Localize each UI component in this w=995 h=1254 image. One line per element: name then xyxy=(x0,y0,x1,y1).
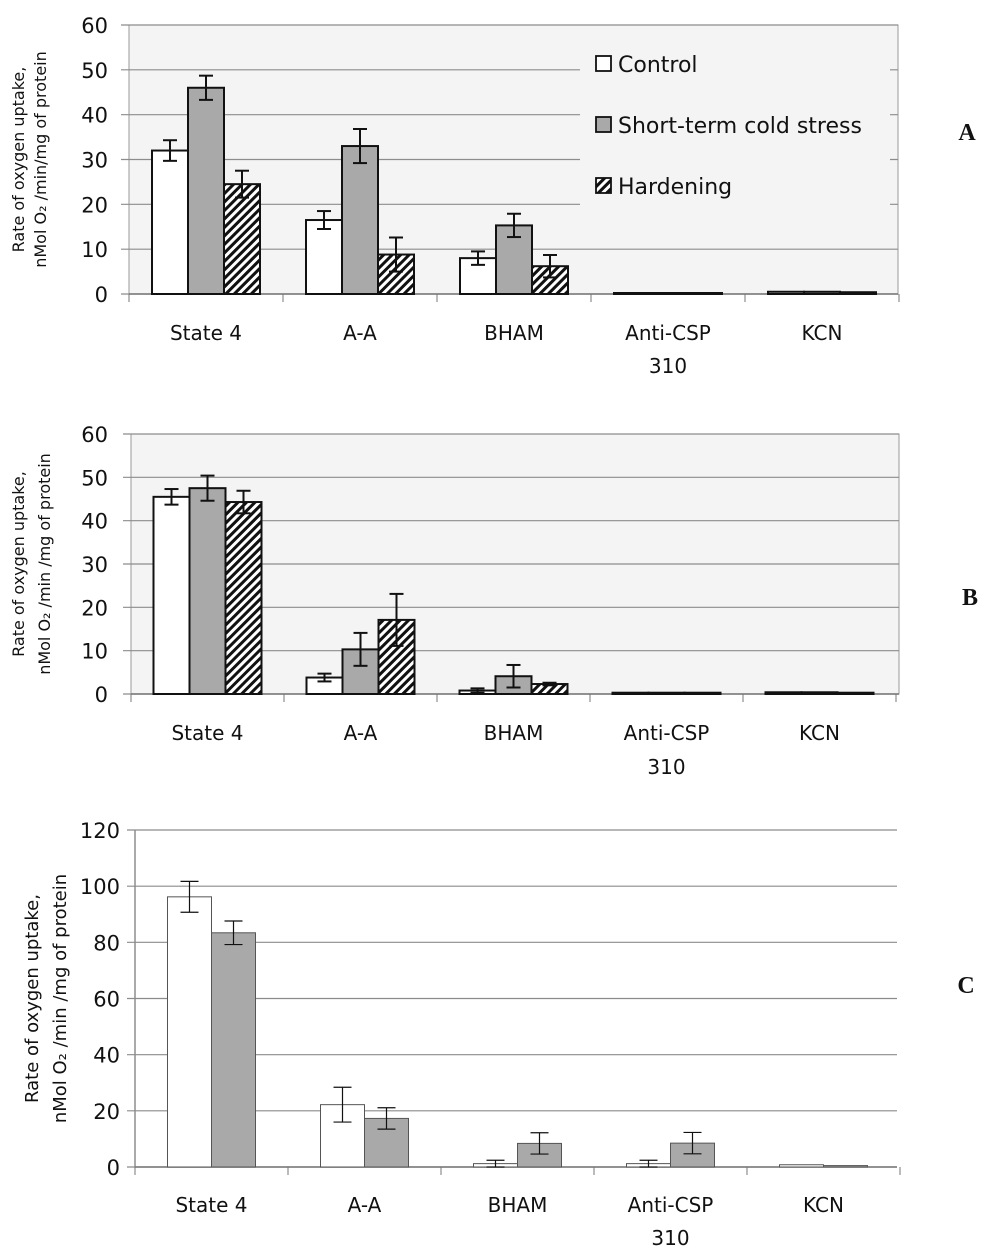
y-tick-label: 80 xyxy=(93,931,120,955)
bar-short-term-cold-stress xyxy=(341,145,379,295)
legend-swatch xyxy=(595,55,612,72)
bar-hardening xyxy=(223,183,261,296)
bar-control xyxy=(152,495,191,696)
x-category-label: A-A xyxy=(344,721,378,745)
y-tick-label: 50 xyxy=(81,59,108,83)
x-category-label: Anti-CSP xyxy=(624,721,710,745)
y-axis-label: nMol O₂ /min/mg of protein xyxy=(31,51,50,268)
y-tick-label: 40 xyxy=(81,510,108,534)
y-tick-label: 20 xyxy=(93,1100,120,1124)
x-category-label: BHAM xyxy=(488,1193,548,1217)
y-tick-label: 0 xyxy=(95,683,108,707)
y-tick-label: 20 xyxy=(81,193,108,217)
y-tick-label: 20 xyxy=(81,596,108,620)
y-tick-label: 0 xyxy=(95,283,108,307)
bar-hardening xyxy=(685,292,723,295)
chart-panel-c: 0 20 40 60 80 100 120 State 4 A-A BHAM Anti-CSP 310… xyxy=(22,819,975,1250)
x-category-label: BHAM xyxy=(484,721,544,745)
x-category-label: State 4 xyxy=(170,321,242,345)
bar-hardening xyxy=(224,501,263,695)
bar-control xyxy=(305,219,343,295)
y-tick-label: 10 xyxy=(81,238,108,262)
y-tick-label: 10 xyxy=(81,640,108,664)
x-category-label: A-A xyxy=(348,1193,382,1217)
y-tick-label: 60 xyxy=(93,988,120,1012)
y-tick-label: 30 xyxy=(81,553,108,577)
panel-label: C xyxy=(957,973,974,999)
bar-short-term-cold-stress xyxy=(803,290,841,295)
bar-short-term-cold-stress xyxy=(823,1165,868,1168)
y-tick-label: 100 xyxy=(80,875,120,899)
bar-hardening xyxy=(683,691,722,696)
y-tick-label: 40 xyxy=(81,104,108,128)
y-tick-label: 40 xyxy=(93,1044,120,1068)
x-category-label: Anti-CSP xyxy=(625,321,711,345)
bar-hardening xyxy=(836,691,875,696)
legend-label: Short-term cold stress xyxy=(618,114,862,139)
y-axis-label: nMol O₂ /min /mg of protein xyxy=(35,453,54,675)
y-tick-label: 60 xyxy=(81,423,108,447)
legend-swatch xyxy=(595,177,612,194)
y-tick-label: 120 xyxy=(80,819,120,843)
x-category-label: KCN xyxy=(802,321,843,345)
y-tick-label: 30 xyxy=(81,149,108,173)
chart-panel-b: 0 10 20 30 40 50 60 State 4 A-A BHAM Anti-CSP 310 KC… xyxy=(9,423,978,779)
bar-control xyxy=(767,290,805,295)
bar-short-term-cold-stress xyxy=(647,691,686,696)
bar-short-term-cold-stress xyxy=(187,86,225,296)
panel-label: A xyxy=(958,120,976,146)
bar-control xyxy=(167,896,212,1168)
x-category-label: 310 xyxy=(647,755,685,779)
y-axis-label: Rate of oxygen uptake, xyxy=(9,471,28,657)
legend-swatch xyxy=(595,116,612,133)
bar-short-term-cold-stress xyxy=(649,292,687,295)
y-tick-label: 60 xyxy=(81,14,108,38)
y-axis-label: Rate of oxygen uptake, xyxy=(9,67,28,253)
chart-panel-a: 0 10 20 30 40 50 60 State 4 A-A BHAM Anti-CSP 310 KC… xyxy=(9,14,976,378)
x-category-label: BHAM xyxy=(484,321,544,345)
legend-background xyxy=(580,50,890,205)
bar-short-term-cold-stress xyxy=(211,932,256,1168)
x-category-label: 310 xyxy=(651,1226,689,1250)
x-category-label: KCN xyxy=(799,721,840,745)
bar-control xyxy=(779,1164,824,1168)
x-category-label: KCN xyxy=(803,1193,844,1217)
y-tick-label: 0 xyxy=(107,1156,120,1180)
bar-short-term-cold-stress xyxy=(188,487,227,695)
bar-control xyxy=(764,691,803,695)
legend-label: Hardening xyxy=(618,175,732,200)
x-category-label: State 4 xyxy=(175,1193,247,1217)
bar-control xyxy=(151,149,189,295)
x-category-label: State 4 xyxy=(171,721,243,745)
legend-label: Control xyxy=(618,53,698,78)
x-category-label: A-A xyxy=(343,321,377,345)
legend: Control Short-term cold stress Hardening xyxy=(580,50,890,205)
panel-label: B xyxy=(962,585,978,611)
x-category-label: Anti-CSP xyxy=(628,1193,714,1217)
bar-hardening xyxy=(839,291,877,295)
y-axis-label: Rate of oxygen uptake, xyxy=(22,894,43,1103)
bar-control xyxy=(613,292,651,295)
x-category-label: 310 xyxy=(649,354,687,378)
bar-short-term-cold-stress xyxy=(800,691,839,695)
bar-control xyxy=(611,691,650,696)
y-tick-label: 50 xyxy=(81,466,108,490)
y-axis-label: nMol O₂ /min /mg of protein xyxy=(50,874,71,1123)
